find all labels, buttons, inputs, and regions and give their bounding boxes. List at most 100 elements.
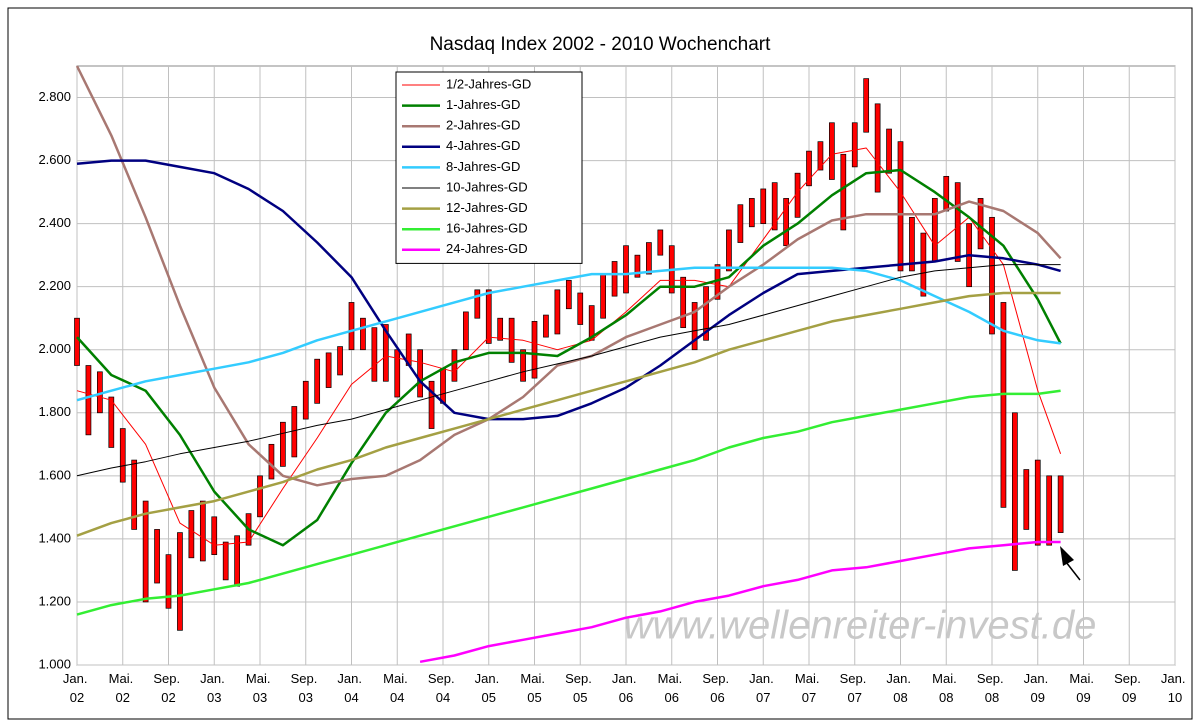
candle [520,349,526,382]
candle [543,314,549,338]
candle [382,324,389,382]
candle [1046,475,1053,546]
x-tick-label: Mai. 06 [658,671,686,705]
watermark: www.wellenreiter-invest.de [624,604,1097,648]
candle [680,276,687,329]
legend: 1/2-Jahres-GD 1-Jahres-GD 2-Jahres-GD 4-Jah… [395,71,583,264]
candle [920,232,927,297]
x-tick-label: Mai. 02 [109,671,137,705]
x-tick-label: Sep. 07 [840,671,870,705]
candle [280,421,286,467]
x-tick-label: Jan. 10 [1161,671,1189,705]
candle [1057,475,1064,533]
candle [954,182,961,262]
series-line [419,540,1061,664]
y-tick-label: 1.200 [38,593,71,608]
candle [177,532,183,631]
candle [1023,469,1030,530]
candle [222,541,229,581]
candle [611,261,618,297]
candle [726,229,732,272]
candle [577,292,584,325]
legend-label: 12-Jahres-GD [446,200,528,215]
legend-label: 1/2-Jahres-GD [446,76,531,91]
candle [451,349,458,382]
series-line [76,159,1061,421]
candle [394,349,401,398]
x-tick-label: Jan. 05 [475,671,503,705]
candle [417,349,423,398]
legend-label: 4-Jahres-GD [446,138,520,153]
candle [829,122,835,180]
y-tick-label: 2.200 [38,278,71,293]
candle [268,443,275,480]
candle [474,289,481,319]
y-tick-label: 1.800 [38,404,71,419]
candle [348,302,355,351]
y-tick-label: 1.600 [38,467,71,482]
candle [760,188,767,224]
candle [119,428,126,483]
candle [371,327,378,382]
candle [1034,459,1041,546]
candle [886,128,892,174]
legend-label: 1-Jahres-GD [446,97,520,112]
legend-label: 16-Jahres-GD [446,221,528,236]
candle [497,317,504,341]
candle [783,198,789,247]
candle [165,554,172,609]
candle [646,242,652,275]
candle [806,150,812,187]
candle [1000,302,1007,508]
candle [188,510,195,559]
candle [909,216,915,272]
x-tick-label: Sep. 08 [977,671,1007,705]
candle [108,396,115,448]
y-tick-label: 2.400 [38,215,71,230]
candle [623,245,629,294]
candle [302,380,309,420]
candle [1012,412,1018,571]
x-tick-label: Mai. 08 [932,671,960,705]
chart-title: Nasdaq Index 2002 - 2010 Wochenchart [430,34,772,55]
x-tick-label: Jan. 09 [1024,671,1052,705]
candle [211,516,218,556]
legend-label: 24-Jahres-GD [446,241,528,256]
candle [931,198,938,262]
y-tick-label: 2.600 [38,152,71,167]
x-tick-label: Jan. 08 [886,671,914,705]
series-line [76,147,1062,546]
x-tick-label: Sep. 09 [1114,671,1144,705]
candle [463,311,469,351]
candle [199,500,206,562]
legend-label: 10-Jahres-GD [446,179,528,194]
candle [85,365,92,436]
plot [74,65,1064,664]
series-line [76,291,1061,537]
x-tick-label: Jan. 04 [337,671,365,705]
candle [485,289,492,344]
legend-label: 8-Jahres-GD [446,159,520,174]
candle [863,78,870,133]
candle [634,254,641,278]
candle [874,103,881,193]
x-tick-label: Jan. 07 [749,671,777,705]
series-line [76,264,1061,477]
x-tick-label: Jan. 02 [63,671,91,705]
candle [428,380,435,429]
x-tick-label: Jan. 03 [200,671,228,705]
candle [154,529,160,584]
legend-label: 2-Jahres-GD [446,118,520,133]
candle [508,317,515,363]
candle [325,352,332,388]
candle [840,153,847,231]
y-tick-label: 2.800 [38,89,71,104]
x-tick-label: Sep. 05 [565,671,595,705]
y-tick-label: 1.000 [38,656,71,671]
candle [337,346,343,376]
candle [142,500,149,603]
arrow-head [1060,546,1074,566]
candle [600,273,606,319]
x-tick-label: Sep. 06 [702,671,732,705]
candle [943,175,950,212]
